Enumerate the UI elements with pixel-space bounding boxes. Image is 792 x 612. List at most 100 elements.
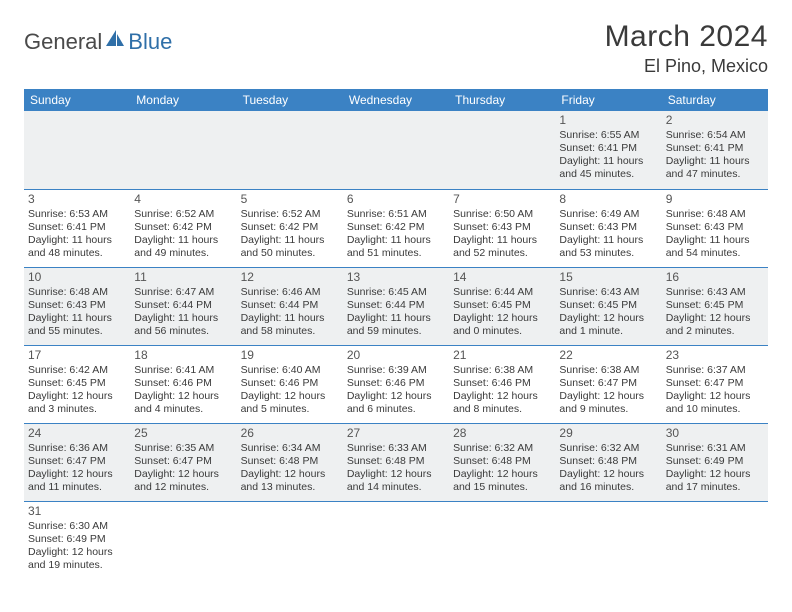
day-number: 7: [453, 192, 551, 207]
daylight-text: Daylight: 11 hours and 50 minutes.: [241, 234, 339, 260]
day-number: 19: [241, 348, 339, 363]
brand-logo: General Blue: [24, 28, 172, 55]
title-block: March 2024 El Pino, Mexico: [605, 20, 768, 77]
calendar-day-cell: [343, 501, 449, 579]
sunset-text: Sunset: 6:46 PM: [453, 377, 551, 390]
calendar-day-cell: [130, 111, 236, 189]
brand-part1: General: [24, 29, 102, 55]
calendar-day-cell: 25Sunrise: 6:35 AMSunset: 6:47 PMDayligh…: [130, 423, 236, 501]
daylight-text: Daylight: 11 hours and 45 minutes.: [559, 155, 657, 181]
calendar-day-cell: 22Sunrise: 6:38 AMSunset: 6:47 PMDayligh…: [555, 345, 661, 423]
day-number: 9: [666, 192, 764, 207]
day-header: Friday: [555, 89, 661, 111]
sunset-text: Sunset: 6:45 PM: [559, 299, 657, 312]
sunset-text: Sunset: 6:46 PM: [241, 377, 339, 390]
calendar-day-cell: 10Sunrise: 6:48 AMSunset: 6:43 PMDayligh…: [24, 267, 130, 345]
day-number: 28: [453, 426, 551, 441]
sunrise-text: Sunrise: 6:41 AM: [134, 364, 232, 377]
calendar-week-row: 10Sunrise: 6:48 AMSunset: 6:43 PMDayligh…: [24, 267, 768, 345]
calendar-week-row: 17Sunrise: 6:42 AMSunset: 6:45 PMDayligh…: [24, 345, 768, 423]
daylight-text: Daylight: 11 hours and 52 minutes.: [453, 234, 551, 260]
calendar-day-cell: [555, 501, 661, 579]
sunset-text: Sunset: 6:42 PM: [134, 221, 232, 234]
day-header: Saturday: [662, 89, 768, 111]
sunrise-text: Sunrise: 6:42 AM: [28, 364, 126, 377]
daylight-text: Daylight: 11 hours and 53 minutes.: [559, 234, 657, 260]
sunset-text: Sunset: 6:47 PM: [134, 455, 232, 468]
sunset-text: Sunset: 6:48 PM: [559, 455, 657, 468]
day-number: 23: [666, 348, 764, 363]
day-number: 2: [666, 113, 764, 128]
sunset-text: Sunset: 6:41 PM: [28, 221, 126, 234]
calendar-day-cell: 27Sunrise: 6:33 AMSunset: 6:48 PMDayligh…: [343, 423, 449, 501]
day-number: 13: [347, 270, 445, 285]
daylight-text: Daylight: 12 hours and 17 minutes.: [666, 468, 764, 494]
daylight-text: Daylight: 11 hours and 54 minutes.: [666, 234, 764, 260]
day-number: 21: [453, 348, 551, 363]
calendar-day-cell: 3Sunrise: 6:53 AMSunset: 6:41 PMDaylight…: [24, 189, 130, 267]
daylight-text: Daylight: 12 hours and 13 minutes.: [241, 468, 339, 494]
day-number: 5: [241, 192, 339, 207]
daylight-text: Daylight: 12 hours and 12 minutes.: [134, 468, 232, 494]
calendar-day-cell: 8Sunrise: 6:49 AMSunset: 6:43 PMDaylight…: [555, 189, 661, 267]
sunrise-text: Sunrise: 6:36 AM: [28, 442, 126, 455]
sunset-text: Sunset: 6:46 PM: [134, 377, 232, 390]
sunrise-text: Sunrise: 6:32 AM: [453, 442, 551, 455]
calendar-day-cell: 30Sunrise: 6:31 AMSunset: 6:49 PMDayligh…: [662, 423, 768, 501]
day-number: 24: [28, 426, 126, 441]
calendar-day-cell: [449, 501, 555, 579]
daylight-text: Daylight: 11 hours and 58 minutes.: [241, 312, 339, 338]
day-number: 11: [134, 270, 232, 285]
sunrise-text: Sunrise: 6:32 AM: [559, 442, 657, 455]
day-header-row: Sunday Monday Tuesday Wednesday Thursday…: [24, 89, 768, 111]
calendar-day-cell: [237, 111, 343, 189]
sunrise-text: Sunrise: 6:30 AM: [28, 520, 126, 533]
sunset-text: Sunset: 6:43 PM: [28, 299, 126, 312]
calendar-table: Sunday Monday Tuesday Wednesday Thursday…: [24, 89, 768, 579]
sunset-text: Sunset: 6:44 PM: [134, 299, 232, 312]
sunset-text: Sunset: 6:47 PM: [666, 377, 764, 390]
daylight-text: Daylight: 12 hours and 5 minutes.: [241, 390, 339, 416]
calendar-day-cell: 13Sunrise: 6:45 AMSunset: 6:44 PMDayligh…: [343, 267, 449, 345]
sunrise-text: Sunrise: 6:46 AM: [241, 286, 339, 299]
day-number: 15: [559, 270, 657, 285]
day-number: 16: [666, 270, 764, 285]
daylight-text: Daylight: 12 hours and 9 minutes.: [559, 390, 657, 416]
sunset-text: Sunset: 6:43 PM: [666, 221, 764, 234]
sunset-text: Sunset: 6:45 PM: [453, 299, 551, 312]
sunrise-text: Sunrise: 6:38 AM: [453, 364, 551, 377]
sunset-text: Sunset: 6:43 PM: [453, 221, 551, 234]
sunrise-text: Sunrise: 6:34 AM: [241, 442, 339, 455]
calendar-day-cell: 26Sunrise: 6:34 AMSunset: 6:48 PMDayligh…: [237, 423, 343, 501]
brand-part2: Blue: [128, 29, 172, 55]
sunset-text: Sunset: 6:48 PM: [453, 455, 551, 468]
day-number: 12: [241, 270, 339, 285]
calendar-day-cell: 20Sunrise: 6:39 AMSunset: 6:46 PMDayligh…: [343, 345, 449, 423]
calendar-day-cell: 21Sunrise: 6:38 AMSunset: 6:46 PMDayligh…: [449, 345, 555, 423]
day-number: 29: [559, 426, 657, 441]
calendar-day-cell: 23Sunrise: 6:37 AMSunset: 6:47 PMDayligh…: [662, 345, 768, 423]
sunrise-text: Sunrise: 6:37 AM: [666, 364, 764, 377]
day-number: 3: [28, 192, 126, 207]
sunrise-text: Sunrise: 6:49 AM: [559, 208, 657, 221]
day-header: Thursday: [449, 89, 555, 111]
day-number: 1: [559, 113, 657, 128]
day-number: 25: [134, 426, 232, 441]
sunrise-text: Sunrise: 6:53 AM: [28, 208, 126, 221]
day-number: 18: [134, 348, 232, 363]
daylight-text: Daylight: 12 hours and 2 minutes.: [666, 312, 764, 338]
sunset-text: Sunset: 6:45 PM: [666, 299, 764, 312]
calendar-day-cell: 11Sunrise: 6:47 AMSunset: 6:44 PMDayligh…: [130, 267, 236, 345]
sunset-text: Sunset: 6:44 PM: [241, 299, 339, 312]
sunrise-text: Sunrise: 6:47 AM: [134, 286, 232, 299]
day-number: 8: [559, 192, 657, 207]
daylight-text: Daylight: 12 hours and 19 minutes.: [28, 546, 126, 572]
sunset-text: Sunset: 6:42 PM: [241, 221, 339, 234]
month-title: March 2024: [605, 20, 768, 54]
sunrise-text: Sunrise: 6:48 AM: [666, 208, 764, 221]
sunset-text: Sunset: 6:49 PM: [28, 533, 126, 546]
daylight-text: Daylight: 12 hours and 14 minutes.: [347, 468, 445, 494]
day-number: 10: [28, 270, 126, 285]
sunset-text: Sunset: 6:43 PM: [559, 221, 657, 234]
daylight-text: Daylight: 11 hours and 51 minutes.: [347, 234, 445, 260]
